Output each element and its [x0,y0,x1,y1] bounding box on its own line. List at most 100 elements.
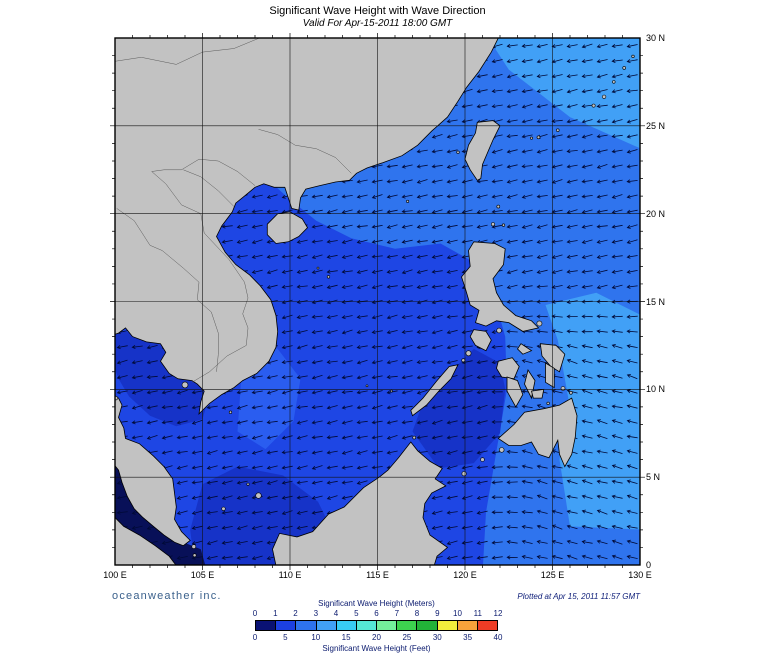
lat-tick-label: 10 N [646,384,666,395]
islet [560,386,566,391]
lon-tick-label: 105 E [190,570,215,580]
legend-feet-tick: 35 [463,633,473,642]
legend-meters-tick: 8 [414,609,420,618]
land-sumatra [115,516,177,565]
legend-color-cell [296,621,317,630]
inland-border [258,129,352,174]
islet [631,54,635,59]
land-mindanao [497,397,578,468]
lat-tick-label: 30 N [646,33,666,43]
legend-meters-tick: 12 [493,609,503,618]
lon-tick-label: 115 E [366,570,389,580]
lat-tick-label: 15 N [646,296,666,307]
land-borneo [272,441,449,565]
axis-ticks [110,33,645,570]
legend-meters-tick: 10 [453,609,462,618]
legend-feet-tick: 5 [283,633,288,642]
legend-color-cell [377,621,398,630]
legend-color-cell [336,621,357,630]
land-bohol [531,388,545,399]
legend-meters-tick: 3 [313,609,319,618]
legend-meters-tick: 0 [252,609,258,618]
islet [612,80,616,84]
lon-tick-label: 130 E [628,570,652,580]
legend-color-cell [256,621,277,630]
legend-feet-tick: 10 [311,633,321,642]
legend-feet-ticks: 0 5 10 15 20 25 30 35 40 [252,633,503,642]
land-malay-peninsula [115,395,191,547]
wave-zone-philippine-sea-bright [545,292,640,530]
legend-feet-tick: 25 [402,633,412,642]
legend-feet-tick: 0 [252,633,258,642]
lon-tick-label: 120 E [453,570,477,580]
islet [390,389,393,393]
legend-feet-tick: 40 [493,633,503,642]
legend-color-cell [457,621,478,630]
islet [556,128,560,132]
lon-tick-label: 125 E [540,570,565,580]
islet [255,492,262,499]
land-palawan [410,364,459,417]
lon-tick-label: 100 E [103,570,127,580]
islet [461,471,467,477]
plot-title: Significant Wave Height with Wave Direct… [269,5,486,17]
legend-meters-tick: 7 [394,609,400,618]
land-asia-mainland [115,38,499,416]
legend-colorbar [255,620,498,631]
islet [465,350,472,357]
land-leyte [545,362,555,389]
legend-feet-tick: 15 [341,633,351,642]
legend-color-cell [397,621,418,630]
islet [601,94,607,99]
legend-meters-tick: 1 [273,609,278,618]
inland-border [151,158,256,186]
legend-color-cell [417,621,438,630]
islet [365,384,369,388]
legend-meters-tick: 4 [333,609,339,618]
map-layers [115,38,640,565]
land-mindoro [469,329,492,352]
lon-tick-label: 110 E [278,570,302,580]
islet [591,103,596,108]
land-negros [506,376,524,408]
legend-meters-tick: 5 [354,609,359,618]
wave-zone-gulf-of-thailand [115,330,210,427]
islet [536,135,541,140]
lat-tick-label: 0 [646,560,652,570]
land-taiwan [464,120,501,181]
islet [490,222,495,227]
legend-color-cell [437,621,458,630]
legend-meters-ticks: 0 1 2 3 4 5 6 7 8 9 10 11 12 [252,609,503,618]
islet [181,381,189,389]
islet [496,204,501,209]
islet [536,320,543,327]
inland-border [151,171,249,383]
land-masbate [516,343,533,355]
islet [499,447,505,453]
islet [191,544,197,549]
islet [501,223,506,227]
legend-meters-tick: 9 [435,609,440,618]
legend-color-cell [477,621,498,630]
legend-color-cell [316,621,337,630]
plot-subtitle: Valid For Apr-15-2011 18:00 GMT [302,18,453,29]
islet [461,358,466,363]
islet [228,410,233,414]
lat-tick-label: 25 N [646,120,666,131]
legend-feet-label: Significant Wave Height (Feet) [322,644,431,653]
islet [406,199,410,203]
inland-border [183,169,235,207]
land-luzon [461,241,540,332]
islet [456,150,460,154]
graticule [115,38,640,565]
wave-zone-sulu-sea [412,348,506,469]
legend-meters-tick: 6 [374,609,379,618]
legend-feet-tick: 20 [372,633,381,642]
legend-meters-label: Significant Wave Height (Meters) [318,599,435,608]
lat-tick-label: 20 N [646,208,666,219]
legend-meters-tick: 11 [473,609,482,618]
legend-meters-tick: 2 [293,609,298,618]
oceanweather-logo-text: oceanweather inc. [112,590,222,602]
